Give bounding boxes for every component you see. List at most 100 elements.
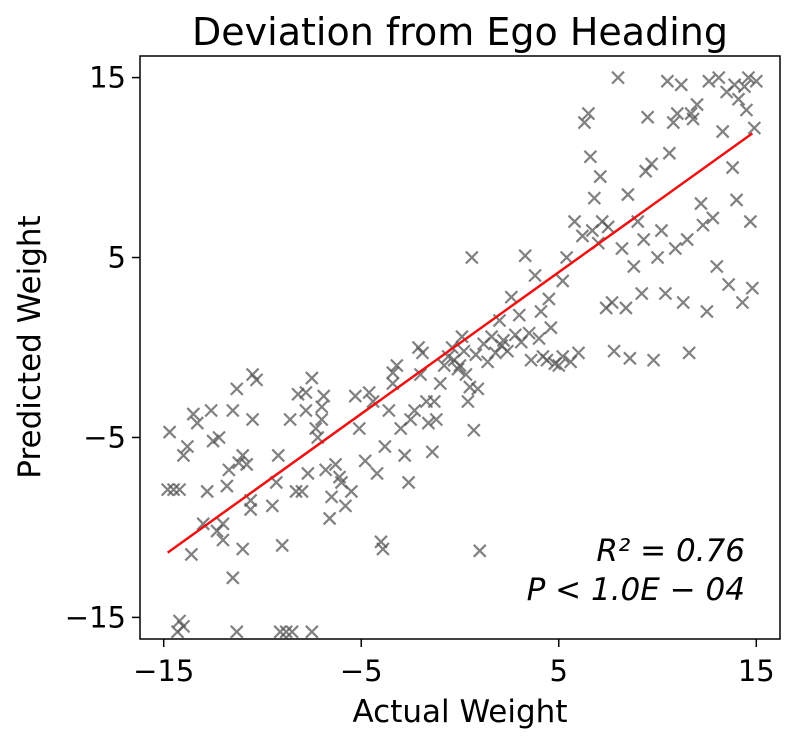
regression-line	[166, 132, 754, 554]
scatter-point	[581, 106, 596, 121]
scatter-point	[429, 412, 444, 427]
scatter-point	[403, 412, 418, 427]
scatter-point	[749, 74, 764, 88]
scatter-point	[291, 387, 305, 402]
scatter-point	[463, 380, 477, 394]
scatter-point	[571, 346, 586, 360]
scatter-point	[534, 304, 548, 319]
scatter-point	[621, 187, 635, 202]
scatter-point	[186, 407, 201, 421]
x-tick-label: 15	[738, 654, 775, 688]
scatter-point	[220, 479, 234, 493]
scatter-point	[397, 448, 412, 463]
scatter-point	[461, 394, 475, 409]
scatter-point	[528, 268, 542, 283]
scatter-point	[690, 97, 704, 112]
scatter-point	[322, 511, 337, 526]
scatter-point	[471, 382, 485, 396]
scatter-point	[239, 457, 254, 472]
scatter-point	[265, 499, 280, 513]
scatter-point	[370, 466, 384, 481]
scatter-point	[504, 290, 519, 304]
scatter-point	[710, 259, 724, 274]
scatter-point	[245, 367, 260, 382]
scatter-point	[623, 351, 637, 366]
scatter-point	[451, 362, 465, 376]
scatter-point	[619, 301, 633, 315]
scatter-point	[235, 448, 250, 463]
scatter-point	[216, 533, 230, 547]
scatter-point	[607, 344, 621, 358]
scatter-point	[706, 211, 720, 225]
scatter-point	[747, 121, 762, 135]
scatter-point	[170, 625, 185, 639]
scatter-point	[700, 304, 714, 319]
scatter-point	[575, 229, 590, 243]
scatter-point	[465, 250, 479, 265]
scatter-point	[650, 250, 665, 265]
scatter-point	[382, 403, 396, 418]
scatter-point	[658, 286, 673, 301]
scatter-point	[299, 385, 313, 400]
scatter-point	[172, 482, 187, 497]
scatter-point	[459, 367, 473, 382]
scatter-point	[727, 78, 742, 92]
scatter-point	[587, 191, 602, 205]
scatter-point	[636, 232, 651, 247]
scatter-point	[166, 482, 181, 497]
scatter-point	[518, 248, 532, 263]
fit-line	[166, 132, 754, 554]
x-tick-label: 5	[550, 654, 568, 688]
x-tick-label: −5	[340, 654, 383, 688]
scatter-point	[301, 466, 315, 481]
scatter-point	[654, 223, 669, 238]
scatter-point	[469, 347, 483, 362]
scatter-point	[314, 412, 329, 427]
scatter-point	[376, 542, 390, 556]
scatter-point	[668, 241, 683, 256]
y-tick-label: −5	[83, 420, 126, 454]
scatter-point	[611, 70, 625, 85]
scatter-point	[366, 394, 380, 409]
scatter-point	[437, 358, 451, 373]
scatter-point	[601, 220, 615, 234]
scatter-point	[660, 74, 675, 88]
scatter-point	[453, 358, 467, 373]
scatter-point	[378, 439, 392, 454]
scatter-point	[472, 544, 487, 558]
scatter-point	[212, 430, 226, 445]
scatter-point	[666, 115, 681, 130]
scatter-point	[245, 412, 260, 427]
scatter-point	[362, 385, 376, 400]
scatter-point	[230, 625, 244, 639]
scatter-point	[226, 403, 240, 418]
scatter-point	[694, 196, 708, 211]
scatter-point	[640, 110, 655, 124]
scatter-point	[542, 292, 556, 306]
scatter-point	[682, 346, 696, 360]
scatter-point	[605, 295, 619, 310]
scatter-point	[411, 340, 426, 355]
scatter-point	[226, 571, 240, 585]
scatter-point	[577, 115, 592, 130]
scatter-point	[204, 403, 218, 418]
scatter-point	[551, 358, 566, 373]
scatter-point	[180, 439, 195, 454]
scatter-point	[348, 389, 363, 403]
scatter-point	[390, 358, 404, 373]
scatter-point	[567, 214, 582, 229]
scatter-point	[271, 448, 286, 463]
scatter-point	[275, 538, 289, 553]
scatter-point	[358, 454, 372, 468]
scatter-point	[676, 295, 690, 310]
scatter-point	[338, 499, 353, 513]
scatter-point	[243, 502, 258, 517]
scatter-point	[231, 455, 246, 470]
scatter-point	[190, 416, 205, 430]
r-squared-annotation: R² = 0.76	[596, 533, 745, 569]
scatter-point	[299, 403, 313, 418]
scatter-point	[457, 344, 471, 358]
chart-title: Deviation from Ego Heading	[192, 10, 728, 54]
scatter-point	[344, 484, 359, 499]
x-axis-label: Actual Weight	[353, 694, 568, 730]
